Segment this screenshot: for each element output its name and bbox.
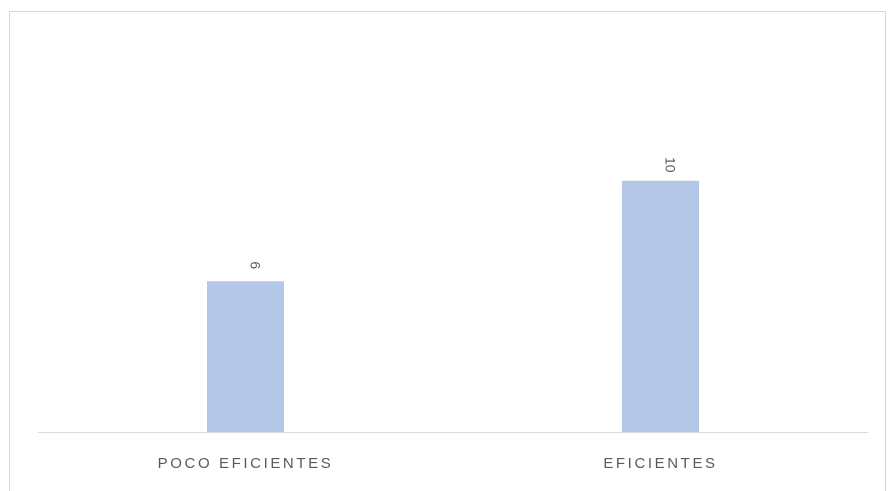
data-labels: 6 10	[248, 157, 679, 269]
bars-layer	[207, 180, 699, 432]
data-label-2: 10	[663, 157, 679, 173]
category-label-2: EFICIENTES	[603, 455, 717, 472]
bar-chart: POCO EFICIENTES EFICIENTES 6 10	[38, 157, 868, 472]
bar-2	[622, 180, 699, 432]
bar-1	[207, 281, 284, 432]
data-label-1: 6	[248, 261, 264, 269]
chart-area	[9, 11, 886, 491]
category-label-1: POCO EFICIENTES	[158, 455, 334, 472]
category-labels: POCO EFICIENTES EFICIENTES	[158, 455, 717, 472]
